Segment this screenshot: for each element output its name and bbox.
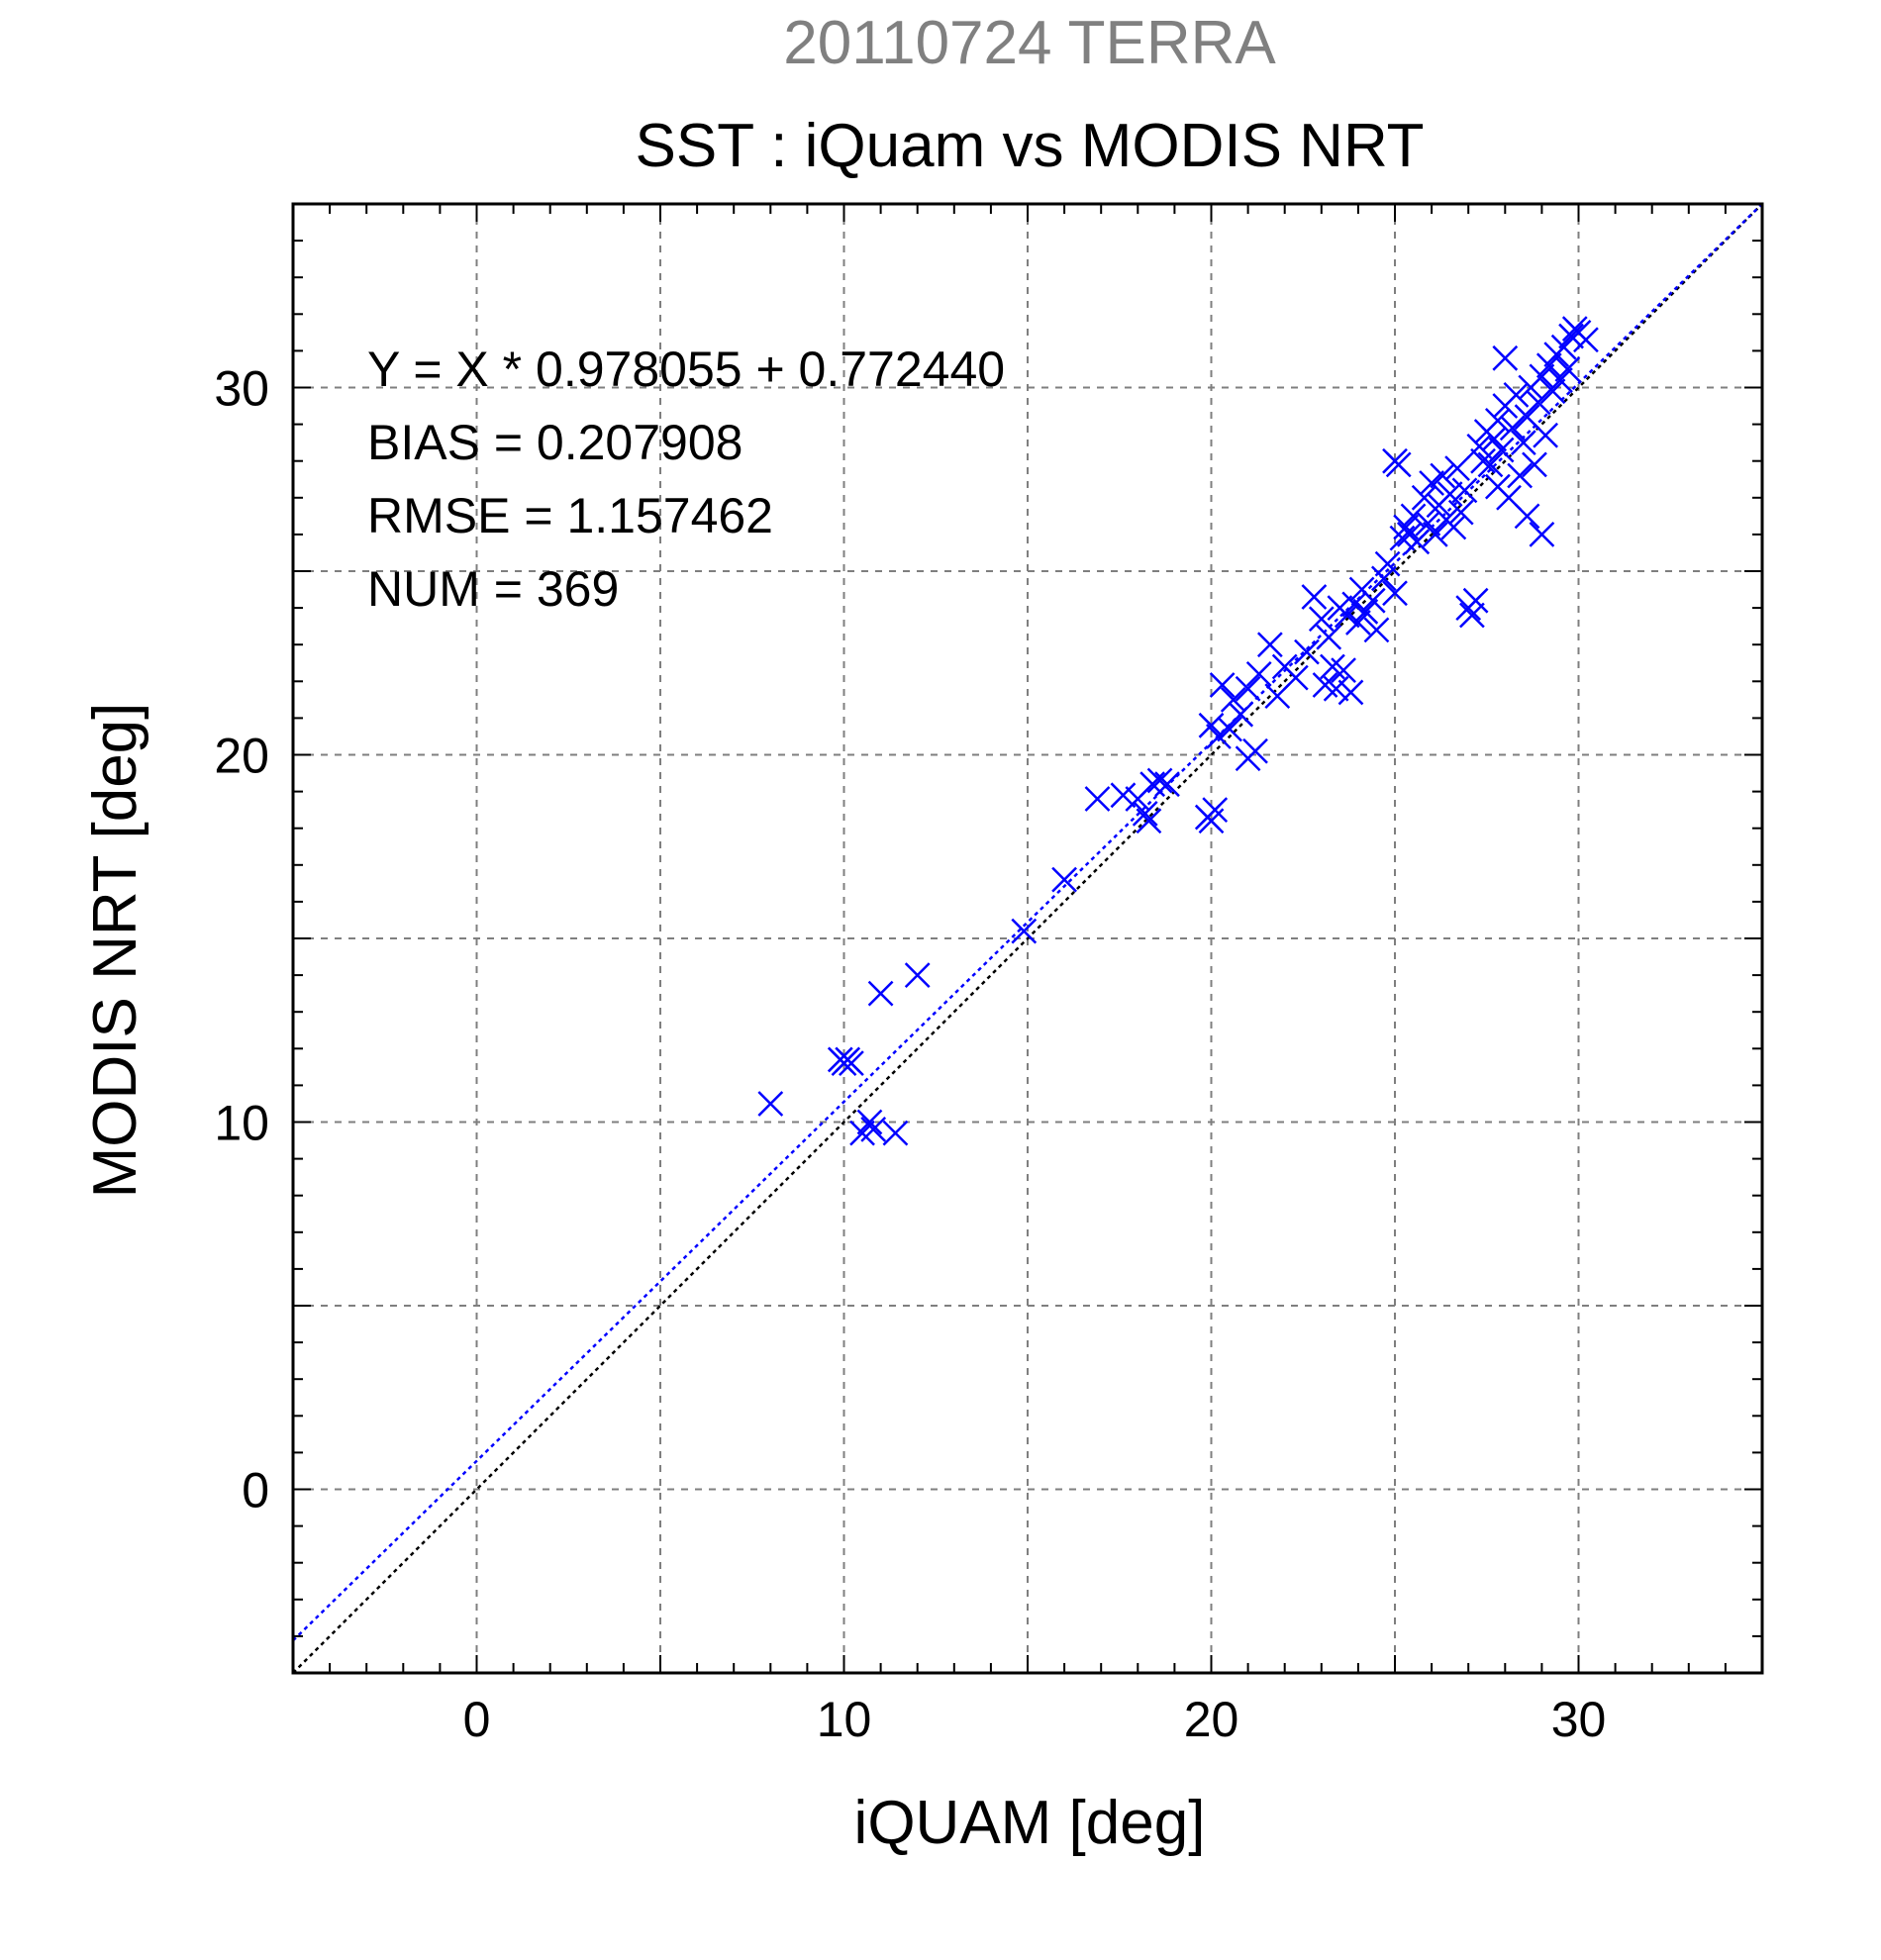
data-point	[1430, 462, 1456, 489]
data-point	[1573, 327, 1599, 353]
data-point	[1345, 610, 1371, 636]
data-point	[1011, 918, 1038, 944]
x-tick-label: 10	[817, 1692, 872, 1747]
data-point	[1459, 602, 1485, 629]
data-point	[1301, 584, 1328, 610]
x-tick-label: 20	[1184, 1692, 1239, 1747]
data-point	[1374, 550, 1401, 577]
data-point	[1337, 679, 1364, 706]
data-point	[1154, 771, 1180, 798]
data-point	[1533, 422, 1558, 448]
data-point	[856, 1109, 883, 1135]
data-point	[1110, 782, 1137, 809]
fit-line	[292, 203, 1763, 1642]
data-point	[1488, 437, 1515, 463]
data-point	[867, 980, 894, 1007]
data-point	[1419, 470, 1444, 496]
data-point	[1316, 624, 1342, 650]
data-point	[1206, 724, 1232, 749]
data-point	[1547, 367, 1573, 393]
data-point	[1451, 477, 1478, 504]
data-point	[1132, 800, 1158, 827]
data-point	[1466, 433, 1493, 459]
data-point	[1363, 617, 1390, 643]
stats-fit-line: Y = X * 0.978055 + 0.772440	[367, 342, 1005, 397]
data-point	[1084, 786, 1111, 812]
data-point	[757, 1091, 784, 1117]
data-point	[1477, 451, 1504, 478]
data-point	[1507, 462, 1534, 489]
data-point	[1235, 675, 1261, 702]
data-point	[1323, 675, 1349, 702]
data-point	[1256, 632, 1283, 658]
y-tick-label: 30	[214, 361, 269, 417]
data-point	[1352, 598, 1379, 625]
stats-bias: BIAS = 0.207908	[367, 415, 742, 470]
data-point	[1404, 529, 1431, 555]
y-tick-label: 0	[242, 1463, 269, 1519]
y-tick-label: 20	[214, 729, 269, 784]
data-point	[1400, 503, 1427, 530]
data-point	[1503, 382, 1530, 408]
y-tick-label: 10	[214, 1096, 269, 1151]
data-point	[1462, 587, 1489, 614]
data-point	[1558, 323, 1584, 349]
data-point	[1202, 797, 1229, 824]
data-point	[1510, 430, 1536, 456]
data-point	[1242, 737, 1268, 764]
data-point	[1444, 455, 1470, 482]
x-axis-label: iQUAM [deg]	[854, 1789, 1206, 1857]
stats-rmse: RMSE = 1.157462	[367, 488, 773, 543]
data-point	[1422, 522, 1448, 547]
data-point	[1382, 580, 1408, 607]
data-point	[1393, 514, 1420, 540]
data-point	[1051, 866, 1077, 893]
data-point	[1359, 587, 1386, 614]
data-point	[1217, 716, 1242, 742]
data-point	[1514, 503, 1540, 530]
data-point	[1245, 660, 1272, 687]
reference-lines	[292, 203, 1763, 1674]
data-point	[1209, 672, 1236, 698]
axes: 0 10 20 30 0 10 20 30	[214, 202, 1764, 1747]
data-point	[1499, 415, 1526, 441]
data-point	[1370, 565, 1397, 592]
data-point	[1146, 767, 1173, 794]
data-points	[757, 316, 1599, 1146]
data-point	[1525, 389, 1551, 416]
x-tick-label: 30	[1551, 1692, 1607, 1747]
data-point	[1282, 664, 1309, 691]
data-point	[1308, 606, 1335, 633]
data-point	[904, 962, 931, 988]
x-tick-label: 0	[463, 1692, 491, 1747]
data-point	[1136, 808, 1162, 834]
data-point	[1220, 686, 1246, 713]
data-point	[1436, 481, 1463, 507]
chart-title: SST : iQuam vs MODIS NRT	[636, 112, 1425, 180]
data-point	[1539, 378, 1566, 405]
data-point	[1385, 451, 1412, 478]
data-point	[1470, 447, 1496, 474]
data-point	[860, 1117, 887, 1142]
data-point	[1529, 522, 1555, 547]
data-point	[839, 1050, 864, 1077]
data-point	[1411, 484, 1437, 511]
data-point	[1554, 356, 1581, 382]
identity-line	[292, 203, 1763, 1674]
data-point	[1228, 701, 1254, 728]
data-point	[1447, 499, 1474, 526]
data-point	[1331, 657, 1356, 684]
data-point	[1492, 344, 1519, 371]
data-point	[1484, 408, 1511, 434]
data-point	[1294, 638, 1320, 665]
data-point	[1440, 514, 1467, 540]
data-point	[1139, 771, 1166, 798]
y-axis-label: MODIS NRT [deg]	[81, 703, 149, 1199]
data-point	[1522, 451, 1547, 478]
chart-subtitle: 20110724 TERRA	[783, 9, 1276, 77]
data-point	[882, 1120, 909, 1146]
stats-num: NUM = 369	[367, 561, 619, 617]
